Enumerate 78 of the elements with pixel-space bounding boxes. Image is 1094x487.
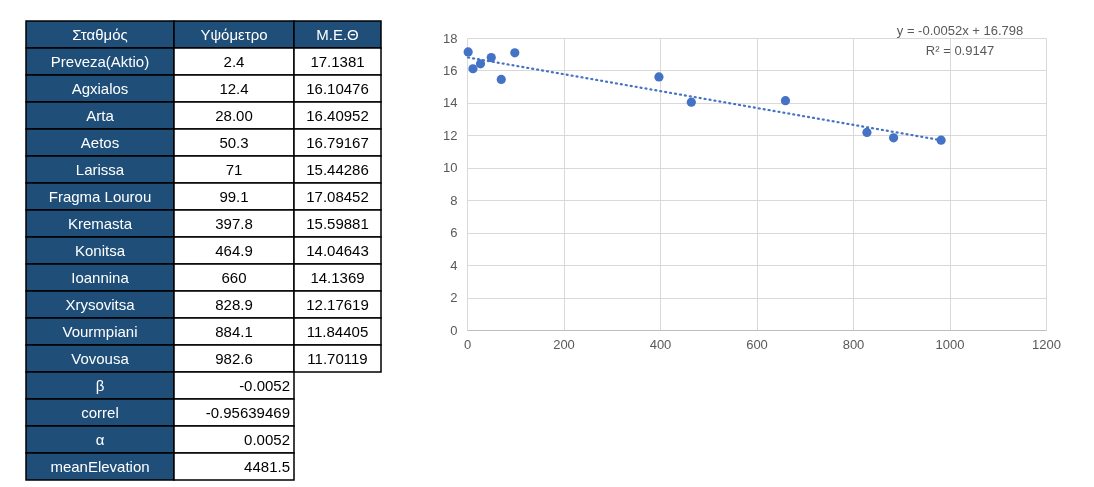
- point: [486, 53, 496, 63]
- text: 16.40952: [306, 106, 369, 124]
- text: 11.70119: [307, 349, 368, 367]
- text: 15.59881: [306, 214, 369, 232]
- text: 11.84405: [306, 322, 369, 340]
- category-label: Arta: [86, 106, 114, 124]
- y-tick-label: 0: [450, 322, 458, 338]
- point: [888, 133, 899, 143]
- y-tick-label: 12: [443, 127, 458, 143]
- text: 660: [221, 268, 247, 286]
- text: 16.10476: [306, 79, 369, 97]
- y-tick-label: 16: [443, 62, 458, 78]
- text: 828.9: [215, 295, 253, 313]
- category-label: Ioannina: [71, 268, 129, 286]
- point: [862, 127, 872, 138]
- text: 2.4: [223, 52, 245, 70]
- text: 17.1381: [310, 52, 365, 70]
- x-tick-label: 400: [649, 336, 672, 352]
- text: 17.08452: [306, 187, 369, 205]
- point: [654, 72, 664, 82]
- point: [936, 135, 946, 145]
- category-label: correl: [81, 403, 119, 421]
- text: 464.9: [215, 241, 253, 259]
- text: 397.8: [215, 214, 253, 232]
- point: [780, 96, 791, 106]
- y-tick-label: 18: [443, 30, 458, 46]
- point: [510, 48, 520, 58]
- category-label: Agxialos: [71, 79, 129, 97]
- category-label: Μ.Ε.Θ: [316, 25, 359, 43]
- x-tick-label: 1200: [1032, 336, 1061, 352]
- text: 14.04643: [306, 241, 369, 259]
- point: [496, 74, 506, 85]
- point: [475, 59, 486, 69]
- text: 50.3: [219, 133, 249, 151]
- category-label: Xrysovitsa: [65, 295, 135, 313]
- category-label: Kremasta: [67, 214, 133, 232]
- category-label: β: [95, 376, 105, 394]
- point: [686, 97, 696, 107]
- category-label: Σταθμός: [72, 25, 128, 43]
- text: 16.79167: [306, 133, 369, 151]
- category-label: Konitsa: [74, 241, 126, 259]
- category-label: Vourmpiani: [62, 322, 138, 340]
- point: [468, 64, 478, 74]
- category-label: Preveza(Aktio): [50, 52, 150, 70]
- text: 12.17619: [306, 295, 369, 313]
- y-tick-label: 14: [443, 95, 458, 111]
- text: 884.1: [215, 322, 253, 340]
- category-label: Vovousa: [71, 349, 129, 367]
- point: [463, 47, 473, 57]
- text: 14.1369: [310, 268, 365, 286]
- y-tick-label: 6: [450, 225, 458, 241]
- text: 12.4: [219, 79, 249, 97]
- category-label: Fragma Lourou: [48, 187, 152, 205]
- category-label: Larissa: [75, 160, 125, 178]
- x-tick-label: 600: [746, 336, 768, 352]
- y-tick-label: 8: [450, 192, 458, 208]
- text: 4481.5: [244, 457, 290, 475]
- text: 71: [225, 160, 243, 178]
- y-tick-label: 4: [450, 257, 458, 273]
- x-tick-label: 0: [463, 336, 472, 352]
- text: -0.0052: [239, 376, 290, 394]
- y-tick-label: 10: [443, 160, 458, 176]
- text: -0.95639469: [205, 403, 290, 421]
- annotation: R² = 0.9147: [925, 43, 995, 58]
- y-tick-label: 2: [450, 290, 458, 306]
- x-tick-label: 1000: [935, 336, 965, 352]
- category-label: Υψόμετρο: [200, 25, 268, 43]
- text: 982.6: [215, 349, 253, 367]
- x-tick-label: 200: [553, 336, 575, 352]
- category-label: Aetos: [80, 133, 120, 151]
- text: 99.1: [219, 187, 249, 205]
- category-label: α: [95, 430, 105, 448]
- text: 15.44286: [306, 160, 369, 178]
- text: 28.00: [215, 106, 253, 124]
- text: y = -0.0052x + 16.798: [896, 23, 1024, 38]
- text: 0.0052: [244, 430, 290, 448]
- x-tick-label: 800: [842, 336, 865, 352]
- category-label: meanElevation: [50, 457, 150, 475]
